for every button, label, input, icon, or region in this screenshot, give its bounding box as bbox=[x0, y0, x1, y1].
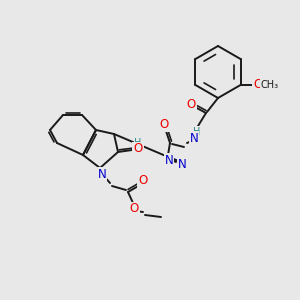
Text: H: H bbox=[134, 138, 142, 148]
Text: O: O bbox=[138, 175, 148, 188]
Text: N: N bbox=[165, 154, 173, 166]
Text: N: N bbox=[190, 131, 198, 145]
Text: O: O bbox=[159, 118, 169, 131]
Text: N: N bbox=[98, 167, 106, 181]
Text: O: O bbox=[134, 142, 142, 155]
Text: CH₃: CH₃ bbox=[260, 80, 279, 90]
Text: O: O bbox=[253, 79, 262, 92]
Text: O: O bbox=[186, 98, 196, 110]
Text: H: H bbox=[193, 127, 201, 137]
Text: O: O bbox=[129, 202, 139, 215]
Text: N: N bbox=[178, 158, 186, 170]
